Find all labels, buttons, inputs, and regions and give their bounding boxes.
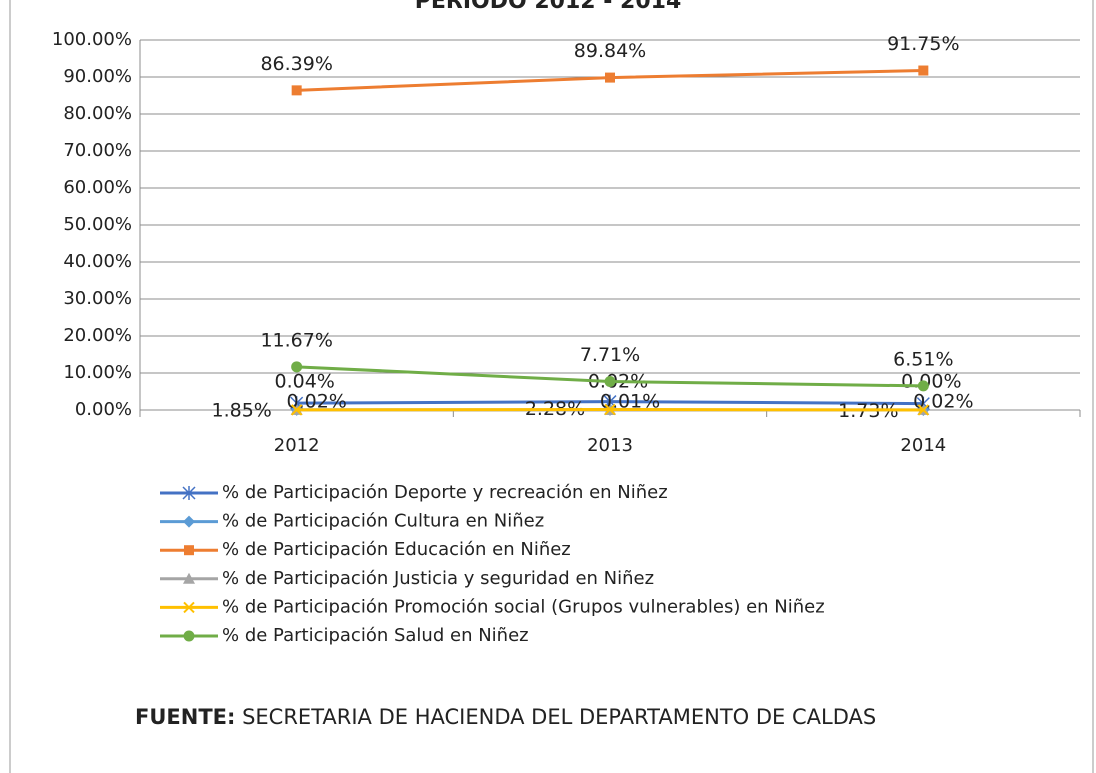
data-label: 7.71% <box>580 344 640 366</box>
data-label: 86.39% <box>260 53 332 75</box>
y-tick-label: 40.00% <box>63 251 132 272</box>
marker <box>184 545 194 556</box>
source-note: FUENTE: SECRETARIA DE HACIENDA DEL DEPAR… <box>135 705 876 729</box>
marker <box>918 65 929 76</box>
x-tick-label: 2012 <box>274 435 320 456</box>
y-tick-label: 30.00% <box>63 288 132 309</box>
y-tick-label: 70.00% <box>63 140 132 161</box>
data-label: 91.75% <box>887 33 959 55</box>
marker <box>183 572 195 584</box>
y-tick-label: 80.00% <box>63 103 132 124</box>
legend-label: % de Participación Justicia y seguridad … <box>222 568 654 589</box>
legend-label: % de Participación Educación en Niñez <box>222 539 571 560</box>
legend-label: % de Participación Deporte y recreación … <box>222 482 668 503</box>
source-text: SECRETARIA DE HACIENDA DEL DEPARTAMENTO … <box>242 705 876 729</box>
marker <box>290 404 303 416</box>
data-label: 0.02% <box>913 390 973 412</box>
y-tick-label: 0.00% <box>75 399 132 420</box>
marker <box>604 403 616 416</box>
y-tick-label: 10.00% <box>63 362 132 383</box>
data-label: 0.02% <box>286 390 346 412</box>
legend-label: % de Participación Promoción social (Gru… <box>222 596 825 617</box>
y-tick-label: 100.00% <box>52 29 132 50</box>
marker <box>604 375 616 387</box>
marker <box>605 72 615 83</box>
chart-title: PERIODO 2012 - 2014 <box>415 0 682 14</box>
y-tick-label: 60.00% <box>63 177 132 198</box>
data-label: 6.51% <box>893 348 953 370</box>
y-tick-label: 90.00% <box>63 66 132 87</box>
data-label: 89.84% <box>574 40 646 62</box>
data-label: 0.00% <box>901 371 961 393</box>
data-label: 0.01% <box>600 390 660 412</box>
data-label: 11.67% <box>260 329 332 351</box>
source-label: FUENTE: <box>135 705 235 729</box>
marker <box>182 486 196 500</box>
marker <box>291 361 303 373</box>
marker <box>183 630 195 642</box>
legend-label: % de Participación Cultura en Niñez <box>222 511 544 532</box>
y-tick-label: 20.00% <box>63 325 132 346</box>
x-tick-label: 2013 <box>587 435 633 456</box>
marker <box>183 515 195 528</box>
data-label: 1.85% <box>211 400 271 422</box>
marker <box>291 85 302 96</box>
marker <box>183 601 195 614</box>
legend-label: % de Participación Salud en Niñez <box>222 625 529 646</box>
data-label: 0.04% <box>274 370 334 392</box>
marker <box>917 404 930 416</box>
y-tick-label: 50.00% <box>63 214 132 235</box>
x-tick-label: 2014 <box>900 435 946 456</box>
marker <box>917 380 929 392</box>
